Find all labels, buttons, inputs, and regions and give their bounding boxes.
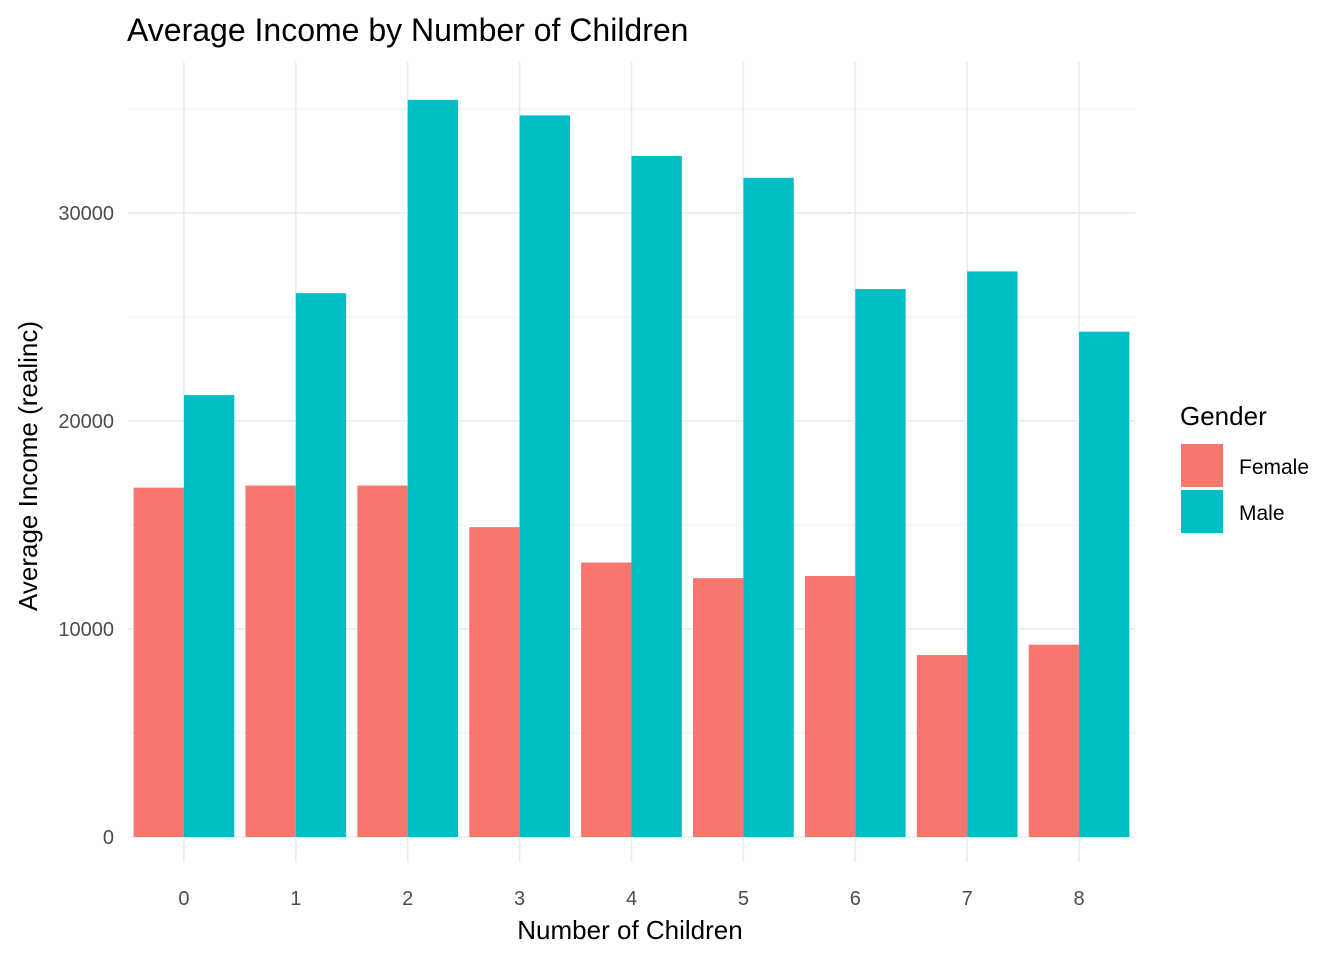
y-axis-title: Average Income (realinc) bbox=[13, 321, 43, 611]
x-tick-label: 2 bbox=[402, 888, 413, 910]
bar-male-6 bbox=[855, 289, 906, 837]
x-tick-label: 1 bbox=[290, 888, 301, 910]
legend-swatch-male bbox=[1181, 490, 1223, 533]
bar-male-5 bbox=[743, 177, 794, 838]
legend-label-female: Female bbox=[1239, 456, 1309, 479]
bar-female-6 bbox=[804, 576, 856, 837]
bar-female-2 bbox=[357, 485, 408, 837]
bar-female-3 bbox=[469, 527, 520, 837]
y-tick-label: 0 bbox=[103, 827, 114, 849]
legend-label-male: Male bbox=[1239, 502, 1285, 525]
legend: Gender Female Male bbox=[1180, 401, 1309, 533]
x-tick-label: 7 bbox=[962, 888, 973, 910]
y-tick-label: 10000 bbox=[58, 619, 114, 641]
legend-swatch-female bbox=[1181, 444, 1223, 487]
bar-female-5 bbox=[693, 578, 744, 837]
x-tick-label: 5 bbox=[738, 888, 749, 910]
x-axis-ticks: 0 1 2 3 4 5 6 7 8 bbox=[178, 888, 1084, 910]
legend-title: Gender bbox=[1180, 401, 1267, 431]
bar-male-4 bbox=[631, 155, 682, 837]
bar-female-7 bbox=[916, 655, 968, 837]
bar-male-3 bbox=[519, 115, 570, 837]
bar-female-4 bbox=[581, 562, 632, 837]
bar-male-8 bbox=[1079, 331, 1130, 837]
x-axis-title: Number of Children bbox=[517, 915, 742, 945]
y-tick-label: 20000 bbox=[58, 411, 114, 433]
x-tick-label: 8 bbox=[1073, 888, 1084, 910]
bar-male-1 bbox=[295, 293, 347, 838]
legend-items: Female Male bbox=[1181, 444, 1309, 533]
y-tick-label: 30000 bbox=[58, 203, 114, 225]
x-tick-label: 3 bbox=[514, 888, 525, 910]
bar-female-8 bbox=[1028, 644, 1080, 837]
chart-title: Average Income by Number of Children bbox=[127, 12, 688, 48]
bar-female-0 bbox=[133, 487, 184, 837]
x-tick-label: 0 bbox=[178, 888, 189, 910]
bar-male-2 bbox=[407, 99, 459, 837]
y-axis-ticks: 0 10000 20000 30000 bbox=[58, 203, 114, 849]
bars bbox=[133, 99, 1130, 838]
bar-male-7 bbox=[967, 271, 1018, 837]
bar-female-1 bbox=[245, 485, 296, 837]
bar-male-0 bbox=[183, 395, 235, 837]
x-tick-label: 6 bbox=[850, 888, 861, 910]
x-tick-label: 4 bbox=[626, 888, 637, 910]
